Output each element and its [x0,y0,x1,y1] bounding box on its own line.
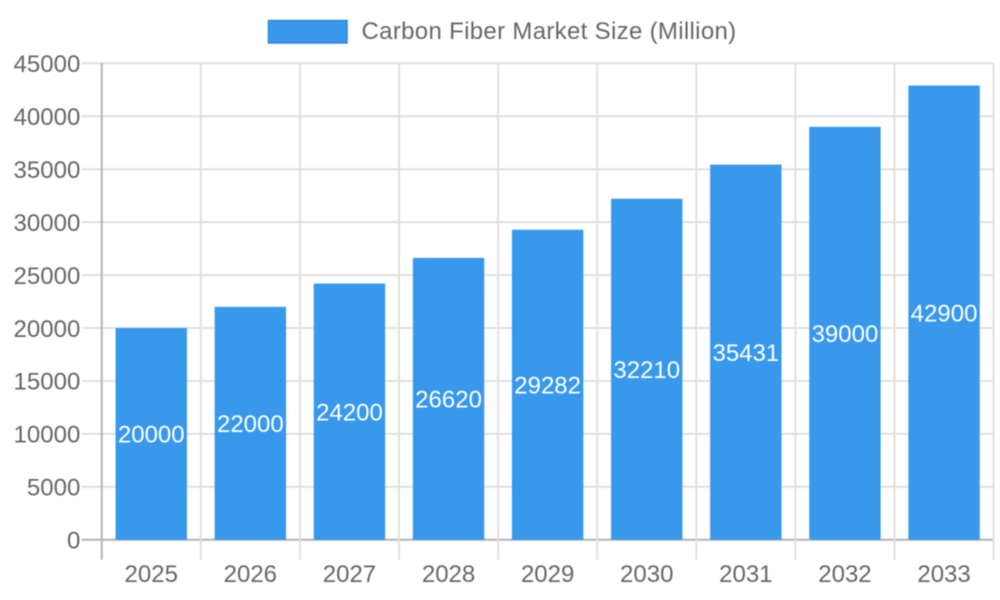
svg-text:Carbon Fiber Market Size (Mill: Carbon Fiber Market Size (Million) [362,18,737,45]
svg-text:24200: 24200 [316,399,383,426]
svg-text:2029: 2029 [521,561,574,588]
svg-text:39000: 39000 [812,321,879,348]
svg-text:35000: 35000 [14,157,81,184]
svg-text:2028: 2028 [422,561,475,588]
svg-text:30000: 30000 [14,210,81,237]
svg-text:20000: 20000 [14,316,81,343]
svg-text:2033: 2033 [917,561,970,588]
svg-text:2027: 2027 [323,561,376,588]
svg-text:29282: 29282 [514,373,581,400]
svg-text:2030: 2030 [620,561,673,588]
svg-text:42900: 42900 [911,300,978,327]
svg-text:2032: 2032 [818,561,871,588]
svg-text:26620: 26620 [415,387,482,414]
svg-text:2026: 2026 [224,561,277,588]
svg-text:22000: 22000 [217,411,284,438]
svg-text:15000: 15000 [14,369,81,396]
svg-text:40000: 40000 [14,104,81,131]
svg-text:35431: 35431 [712,340,779,367]
svg-text:2025: 2025 [125,561,178,588]
svg-text:32210: 32210 [613,357,680,384]
svg-text:10000: 10000 [14,422,81,449]
svg-text:2031: 2031 [719,561,772,588]
svg-text:25000: 25000 [14,263,81,290]
svg-text:20000: 20000 [118,422,185,449]
svg-text:45000: 45000 [14,51,81,78]
svg-text:0: 0 [67,528,80,555]
svg-text:5000: 5000 [27,475,80,502]
